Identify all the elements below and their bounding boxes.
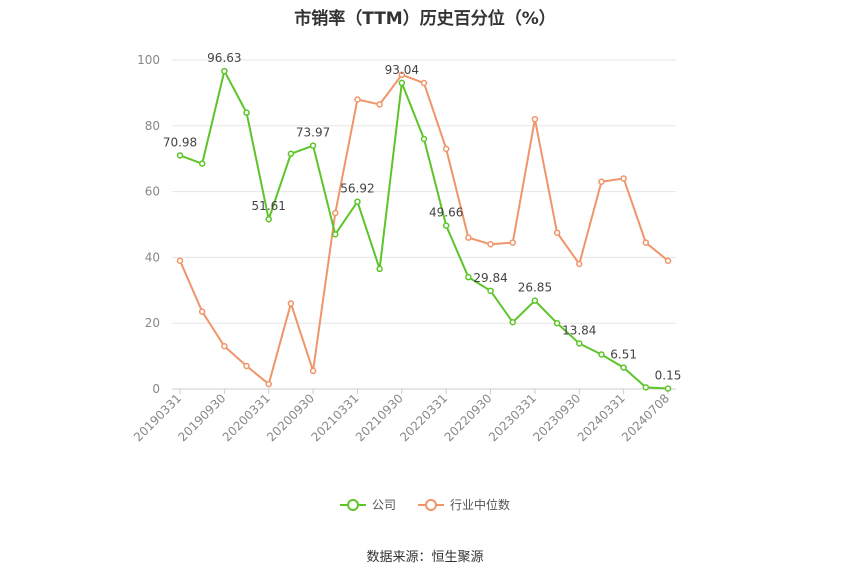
legend-item-industry-median[interactable]: 行业中位数 xyxy=(418,496,510,513)
data-label: 56.92 xyxy=(340,182,374,196)
data-point-0 xyxy=(576,340,583,347)
legend-label-industry-median: 行业中位数 xyxy=(450,498,511,512)
y-tick-label: 80 xyxy=(145,119,160,133)
series-line-0 xyxy=(179,68,669,390)
data-point-0 xyxy=(509,318,516,326)
data-label: 0.15 xyxy=(655,369,682,383)
data-point-0 xyxy=(398,79,406,87)
data-label: 29.84 xyxy=(473,271,507,285)
legend-label-company: 公司 xyxy=(371,498,396,512)
data-point-0 xyxy=(531,297,539,304)
y-tick-label: 60 xyxy=(145,185,160,199)
data-point-1 xyxy=(553,229,561,236)
data-point-1 xyxy=(420,79,428,87)
data-point-1 xyxy=(287,300,295,307)
data-point-0 xyxy=(309,142,317,149)
data-point-0 xyxy=(598,351,605,358)
data-point-1 xyxy=(442,145,450,153)
data-point-0 xyxy=(553,319,561,327)
data-label: 70.98 xyxy=(163,135,197,149)
data-point-0 xyxy=(642,384,650,391)
series-line-1 xyxy=(179,73,669,386)
data-label: 13.84 xyxy=(562,323,596,337)
data-point-1 xyxy=(642,239,650,246)
data-label: 96.63 xyxy=(207,51,241,65)
data-point-0 xyxy=(243,109,250,116)
data-point-1 xyxy=(465,234,472,241)
data-point-0 xyxy=(376,265,383,273)
data-label: 93.04 xyxy=(385,63,419,77)
data-point-1 xyxy=(620,175,627,182)
y-tick-label: 100 xyxy=(137,53,160,67)
data-point-1 xyxy=(354,96,361,103)
data-point-0 xyxy=(465,273,472,281)
data-point-1 xyxy=(376,101,383,108)
data-label: 73.97 xyxy=(296,126,330,140)
chart-title: 市销率（TTM）历史百分位（%） xyxy=(294,9,556,29)
legend-item-company[interactable]: 公司 xyxy=(339,496,396,513)
data-source-label: 数据来源：恒生聚源 xyxy=(366,550,484,565)
data-point-1 xyxy=(198,308,206,315)
chart-legend: 公司 行业中位数 xyxy=(0,496,850,513)
data-label: 26.85 xyxy=(518,281,552,295)
legend-swatch-company xyxy=(339,498,366,512)
data-point-1 xyxy=(598,178,605,185)
data-point-0 xyxy=(176,152,184,159)
data-point-0 xyxy=(265,215,272,223)
y-tick-label: 40 xyxy=(145,250,160,264)
data-point-1 xyxy=(332,209,339,217)
data-point-1 xyxy=(221,342,228,350)
data-point-0 xyxy=(198,160,206,167)
data-point-0 xyxy=(420,135,428,143)
x-tick-label: 20240708 xyxy=(619,391,672,444)
data-point-0 xyxy=(620,364,627,371)
data-point-1 xyxy=(487,240,494,248)
data-point-1 xyxy=(509,239,516,246)
data-point-1 xyxy=(176,257,184,264)
data-point-0 xyxy=(664,385,672,392)
data-label: 49.66 xyxy=(429,206,463,220)
legend-swatch-industry-median xyxy=(418,498,444,512)
data-point-1 xyxy=(243,362,250,370)
data-point-0 xyxy=(332,231,339,238)
data-point-1 xyxy=(664,257,672,264)
data-label: 6.51 xyxy=(610,348,637,362)
data-point-0 xyxy=(487,287,494,295)
data-label: 51.61 xyxy=(252,199,286,213)
data-point-0 xyxy=(354,198,361,205)
data-point-1 xyxy=(398,71,406,79)
data-point-1 xyxy=(531,115,539,123)
data-point-0 xyxy=(442,222,450,229)
data-point-1 xyxy=(265,380,272,388)
data-point-0 xyxy=(221,67,228,75)
data-point-0 xyxy=(287,150,295,158)
data-point-1 xyxy=(576,260,583,268)
y-tick-label: 20 xyxy=(145,316,160,330)
data-point-1 xyxy=(309,367,317,375)
y-tick-label: 0 xyxy=(152,382,160,396)
